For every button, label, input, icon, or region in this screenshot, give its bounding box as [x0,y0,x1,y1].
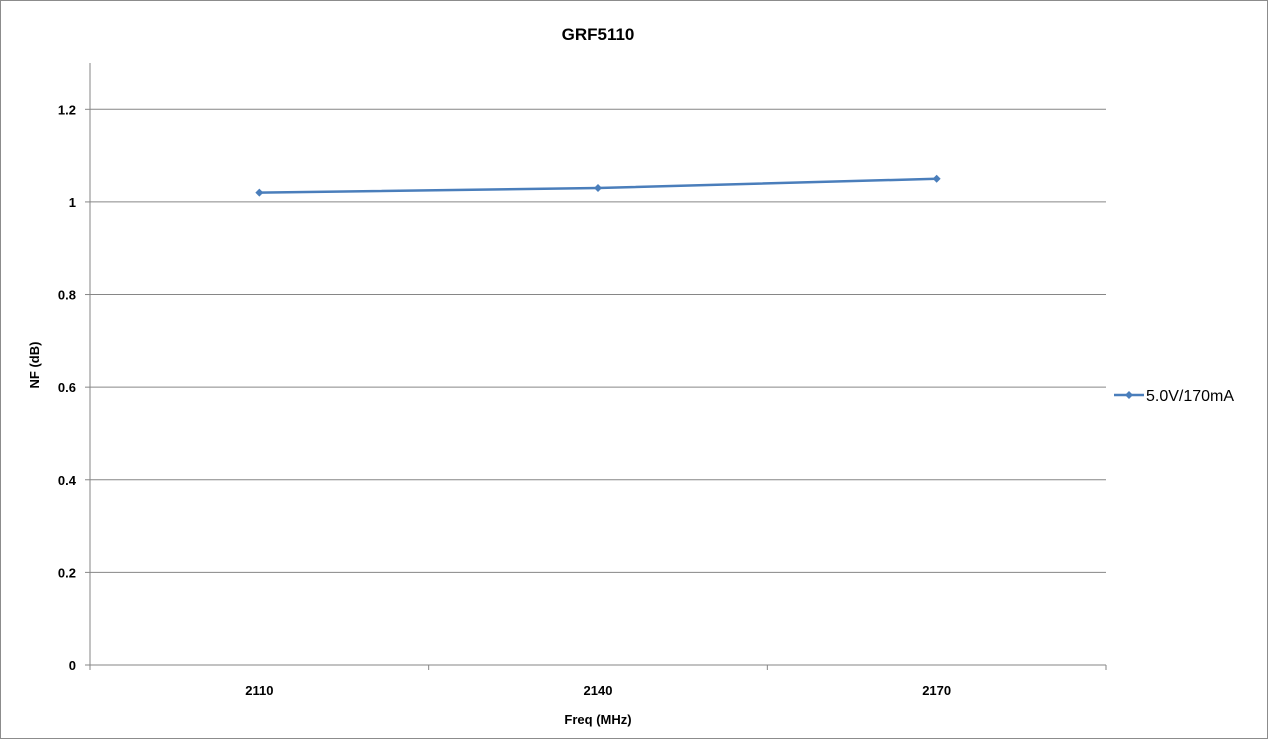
x-tick-labels: 2110 2140 2170 [245,683,951,698]
grid-lines [90,108,1106,573]
data-point-marker [594,184,602,193]
x-axis-label: Freq (MHz) [564,712,631,727]
y-tick-label: 1 [69,195,76,210]
legend: 5.0V/170mA [1114,388,1234,405]
x-tick-label: 2110 [245,683,273,698]
y-tick-label: 1.2 [58,102,76,117]
y-tick-label: 0.8 [58,288,76,303]
y-tick-labels: 0 0.2 0.4 0.6 0.8 1 1.2 [58,102,77,673]
y-axis-label: NF (dB) [27,342,42,389]
x-tick-label: 2140 [584,683,613,698]
y-tick-label: 0.2 [58,565,76,580]
legend-entry-label: 5.0V/170mA [1146,388,1234,405]
chart-title: GRF5110 [562,25,635,44]
y-tick-label: 0.4 [58,473,77,488]
x-tick-label: 2170 [922,683,951,698]
y-tick-label: 0.6 [58,380,76,395]
data-point-marker [932,174,941,183]
legend-marker-icon [1125,391,1133,399]
y-tick-label: 0 [69,658,76,673]
axes [85,63,1107,670]
series-layer [255,174,941,197]
data-point-marker [255,188,264,197]
